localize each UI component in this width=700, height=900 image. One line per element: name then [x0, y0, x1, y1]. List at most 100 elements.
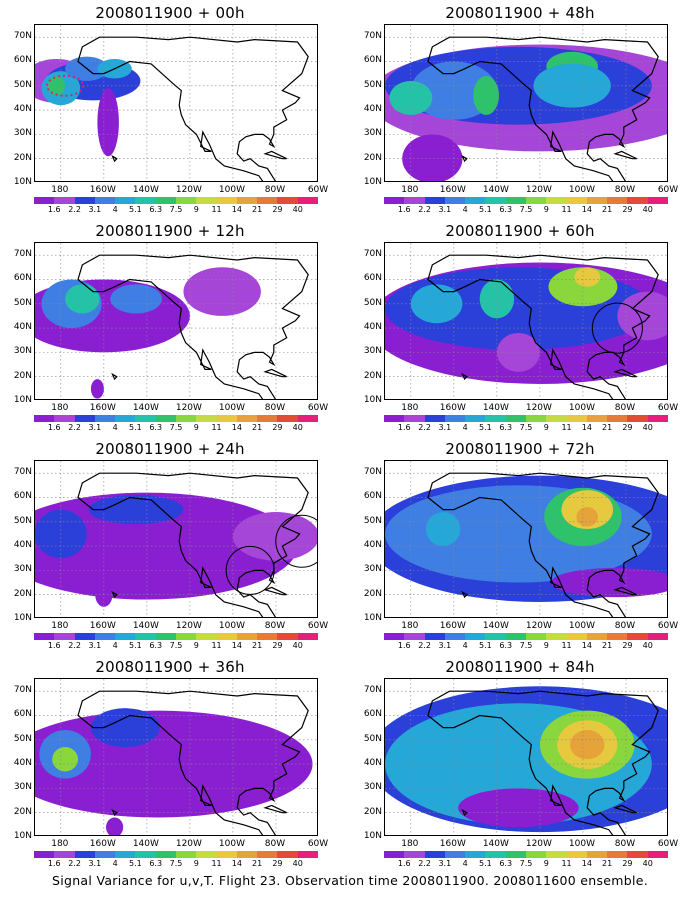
colorbar-swatch: [525, 415, 547, 422]
contour-region: [110, 284, 162, 314]
colorbar-swatch: [465, 633, 486, 640]
colorbar-level-label: 29: [622, 859, 633, 868]
lat-tick-label: 50N: [13, 515, 32, 526]
lat-tick-label: 40N: [13, 758, 32, 769]
lon-tick-label: 180: [51, 185, 69, 195]
colorbar-level-label: 1.6: [47, 205, 61, 214]
colorbar-level-label: 7.5: [519, 641, 533, 650]
colorbar-level-label: 5.1: [479, 859, 492, 868]
coastline: [111, 154, 118, 163]
lon-tick-label: 80W: [264, 403, 286, 413]
contour-region: [576, 507, 598, 527]
lat-tick-label: 40N: [13, 540, 32, 551]
colorbar-swatch: [505, 197, 526, 204]
colorbar-level-label: 2.2: [68, 423, 81, 432]
lat-tick-label: 70N: [363, 685, 382, 696]
colorbar-swatch: [257, 197, 278, 204]
colorbar-swatch: [444, 633, 466, 640]
lat-tick-label: 10N: [363, 831, 382, 841]
lon-tick-label: 180: [401, 185, 419, 195]
colorbar-swatch: [135, 633, 156, 640]
colorbar-swatch: [216, 415, 237, 422]
contour-region: [183, 267, 261, 316]
colorbar-swatch: [485, 415, 506, 422]
coastline: [263, 586, 287, 596]
contour-region: [458, 788, 579, 828]
colorbar-level-label: 7.5: [519, 423, 533, 432]
colorbar-swatch: [525, 197, 547, 204]
contour-region: [65, 284, 100, 314]
colorbar-level-label: 1.6: [47, 859, 61, 868]
lon-tick-label: 160W: [439, 621, 466, 631]
lat-tick-label: 20N: [13, 152, 32, 163]
lat-tick-label: 50N: [363, 79, 382, 90]
lon-tick-label: 180: [401, 839, 419, 849]
lon-tick-label: 180: [51, 621, 69, 631]
lon-tick-label: 120W: [525, 403, 552, 413]
lat-tick-label: 70N: [363, 249, 382, 260]
colorbar-level-label: 11: [561, 641, 572, 650]
colorbar-level-label: 29: [622, 205, 633, 214]
contour-region: [410, 284, 463, 324]
colorbar-level-label: 5.1: [129, 641, 142, 650]
contour-region: [97, 88, 119, 157]
colorbar-level-label: 6.3: [149, 205, 163, 214]
colorbar-level-label: 2.2: [418, 205, 431, 214]
map-plot-area: [34, 678, 318, 836]
colorbar-swatch: [566, 633, 587, 640]
lat-tick-label: 10N: [363, 395, 382, 405]
colorbar-level-label: 6.3: [149, 641, 163, 650]
map-plot-area: [34, 460, 318, 618]
lat-tick-label: 20N: [363, 152, 382, 163]
colorbar-level-label: 4: [112, 205, 118, 214]
colorbar-level-label: 21: [252, 423, 263, 432]
colorbar-swatch: [384, 633, 405, 640]
colorbar-level-label: 9: [543, 859, 549, 868]
colorbar-swatch: [485, 851, 506, 858]
colorbar-level-label: 11: [561, 423, 572, 432]
colorbar-swatch: [586, 851, 608, 858]
lat-tick-label: 10N: [13, 613, 32, 623]
colorbar-level-label: 4: [462, 859, 468, 868]
contour-region: [479, 279, 515, 319]
colorbar-swatch: [34, 633, 55, 640]
colorbar-level-label: 4: [462, 205, 468, 214]
colorbar-level-label: 11: [211, 859, 222, 868]
colorbar-level-label: 1.6: [47, 641, 61, 650]
lat-tick-label: 30N: [363, 128, 382, 139]
lon-tick-label: 120W: [525, 185, 552, 195]
colorbar-swatch: [404, 851, 425, 858]
lon-tick-label: 100W: [568, 839, 595, 849]
colorbar-swatch: [566, 415, 587, 422]
contour-region: [232, 512, 317, 561]
colorbar-level-label: 1.6: [397, 641, 411, 650]
lat-tick-label: 40N: [363, 104, 382, 115]
lat-tick-label: 30N: [13, 782, 32, 793]
lon-tick-label: 140W: [132, 403, 159, 413]
colorbar-swatch: [404, 633, 425, 640]
colorbar-swatch: [444, 851, 466, 858]
lat-tick-label: 70N: [13, 467, 32, 478]
colorbar-swatch: [444, 197, 466, 204]
colorbar-level-label: 2.2: [418, 641, 431, 650]
colorbar-swatch: [135, 851, 156, 858]
colorbar-swatch: [216, 851, 237, 858]
colorbar-level-label: 3.1: [88, 641, 102, 650]
colorbar-level-label: 1.6: [397, 423, 411, 432]
contour-region: [533, 63, 611, 108]
coastline: [427, 36, 659, 181]
colorbar-swatch: [444, 415, 466, 422]
lon-tick-label: 180: [401, 621, 419, 631]
map-panel: 2008011900 + 72h 70N 60N 50N 40N 30N 20N 10N 180…: [350, 440, 690, 650]
colorbar-swatch: [505, 851, 526, 858]
coastline: [461, 590, 468, 599]
colorbar-swatch: [236, 415, 258, 422]
panel-title: 2008011900 + 36h: [95, 658, 245, 676]
colorbar-level-label: 3.1: [438, 641, 452, 650]
lon-tick-label: 160W: [439, 839, 466, 849]
colorbar-level-label: 5.1: [479, 641, 492, 650]
lat-tick-label: 20N: [363, 806, 382, 817]
lon-tick-label: 120W: [525, 621, 552, 631]
lat-tick-label: 60N: [363, 491, 382, 502]
contour-region: [88, 495, 184, 525]
